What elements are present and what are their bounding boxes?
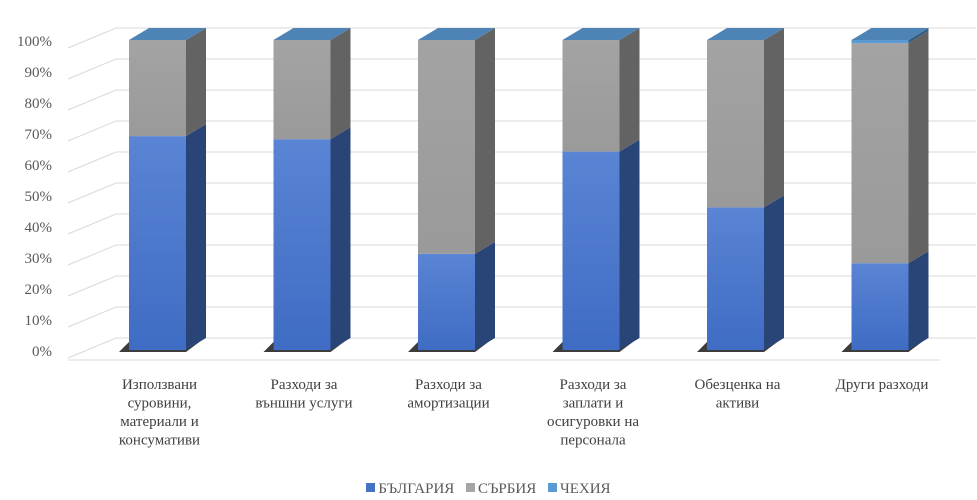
gridline	[67, 58, 976, 80]
bar-segment-side	[619, 139, 640, 350]
bar-top-face	[129, 28, 206, 40]
bar-segment-side	[330, 28, 351, 140]
bar-top-face	[418, 28, 495, 40]
y-tick-label: 90%	[25, 65, 53, 81]
bar-segment-side	[619, 28, 640, 152]
y-tick-label: 50%	[25, 189, 53, 205]
gridline	[67, 120, 976, 142]
bar-top-face	[707, 28, 784, 40]
y-tick-label: 40%	[25, 220, 53, 236]
gridline	[67, 89, 976, 111]
bar-segment-front	[562, 151, 620, 350]
bar-segment-side	[908, 251, 929, 350]
y-tick-label: 70%	[25, 127, 53, 143]
bar-top-face	[273, 28, 351, 40]
bar-segment-front	[273, 139, 331, 350]
y-tick-label: 10%	[25, 313, 53, 329]
legend-item-serbia: СЪРБИЯ	[466, 481, 536, 498]
x-tick-label: Обезценка на активи	[695, 377, 781, 412]
bar-segment-side	[475, 241, 495, 350]
legend-label-czechia: ЧЕХИЯ	[559, 481, 611, 497]
bar-segment-front	[129, 40, 186, 137]
gridline	[67, 182, 976, 204]
bar-segment-side	[764, 28, 784, 208]
gridline	[67, 213, 976, 235]
legend-item-bulgaria: БЪЛГАРИЯ	[366, 481, 454, 498]
bar-segment-side	[330, 127, 351, 350]
x-tick-label: Разходи за заплати и осигуровки на персонал…	[547, 377, 639, 449]
bar-segment-front	[273, 40, 331, 140]
bar-segment-front	[851, 263, 909, 350]
bar-segment-side	[186, 124, 206, 350]
y-tick-label: 60%	[25, 158, 53, 174]
bars	[119, 28, 929, 352]
bar-segment-front	[707, 207, 764, 350]
y-tick-label: 0%	[32, 344, 52, 360]
gridline	[67, 337, 976, 359]
gridline	[67, 306, 976, 328]
y-tick-label: 30%	[25, 251, 53, 267]
x-tick-label: Други разходи	[836, 377, 929, 393]
y-tick-label: 20%	[25, 282, 53, 298]
bar-top-face	[562, 28, 640, 40]
x-tick-label: Разходи за амортизации	[407, 377, 489, 412]
bar-segment-front	[851, 43, 909, 264]
bar-segment-front	[129, 136, 186, 350]
x-tick-label: Разходи за външни услуги	[255, 377, 352, 412]
x-axis: Използвани суровини, материали и консуматив…	[119, 377, 928, 449]
gridlines	[67, 27, 976, 361]
bar-segment-side	[475, 28, 495, 254]
legend: БЪЛГАРИЯ СЪРБИЯ ЧЕХИЯ	[0, 481, 977, 498]
x-tick-label: Използвани суровини, материали и консуматив…	[119, 377, 200, 449]
bar-segment-front	[562, 40, 620, 152]
bar-segment-side	[908, 31, 929, 264]
legend-swatch-bulgaria	[366, 483, 376, 492]
bar-segment-side	[764, 195, 784, 350]
bar-segment-front	[707, 40, 764, 208]
legend-label-serbia: СЪРБИЯ	[478, 481, 537, 497]
legend-item-czechia: ЧЕХИЯ	[547, 481, 611, 498]
bar-segment-front	[418, 253, 475, 350]
gridline	[67, 275, 976, 297]
bar-segment-front	[851, 40, 909, 44]
bar-top-face	[851, 28, 929, 40]
bar-segment-side	[908, 28, 929, 44]
y-tick-label: 100%	[17, 34, 52, 50]
bar-segment-front	[418, 40, 475, 254]
y-tick-label: 80%	[25, 96, 53, 112]
y-axis: 0% 10% 20% 30% 40% 50% 60% 70% 80% 90% 100%	[17, 34, 52, 360]
legend-label-bulgaria: БЪЛГАРИЯ	[378, 481, 455, 497]
gridline	[67, 27, 976, 49]
bar-segment-side	[186, 28, 206, 137]
gridline	[67, 151, 976, 173]
gridline	[67, 244, 976, 266]
legend-swatch-czechia	[547, 483, 557, 492]
legend-swatch-serbia	[466, 483, 476, 492]
